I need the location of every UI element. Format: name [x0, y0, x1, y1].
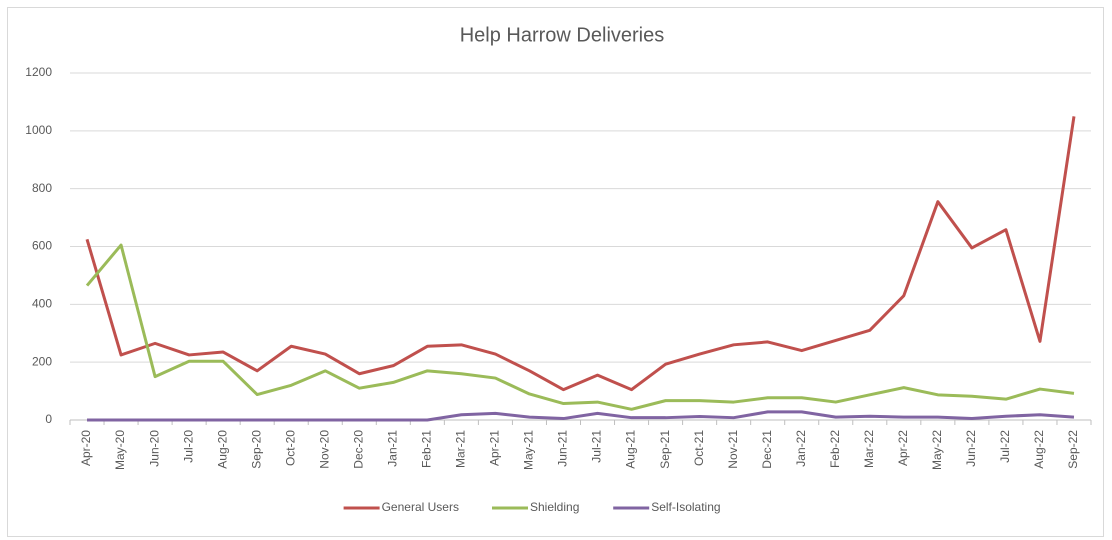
- x-tick-label: Aug-20: [215, 430, 229, 469]
- x-tick-label: Jul-20: [181, 430, 195, 463]
- x-tick-label: Jan-21: [385, 430, 399, 467]
- x-tick-label: Feb-21: [420, 430, 434, 468]
- legend-label: Shielding: [530, 500, 579, 514]
- x-tick-label: Dec-21: [760, 430, 774, 469]
- x-tick-label: Sep-21: [658, 430, 672, 469]
- x-tick-label: May-20: [113, 430, 127, 470]
- x-tick-label: Sep-22: [1066, 430, 1080, 469]
- x-tick-label: Aug-22: [1032, 430, 1046, 469]
- y-tick-label: 1000: [25, 123, 52, 137]
- x-tick-label: Nov-21: [726, 430, 740, 469]
- x-tick-label: Jun-20: [147, 430, 161, 467]
- y-tick-label: 1200: [25, 65, 52, 79]
- chart-border: [7, 7, 1104, 537]
- x-tick-label: Feb-22: [828, 430, 842, 468]
- x-tick-label: Jan-22: [794, 430, 808, 467]
- x-tick-label: Jun-22: [964, 430, 978, 467]
- x-tick-label: Dec-20: [351, 430, 365, 469]
- y-tick-label: 800: [32, 181, 52, 195]
- x-tick-label: Apr-21: [488, 430, 502, 466]
- x-tick-label: May-21: [522, 430, 536, 470]
- series-line: [85, 243, 1075, 411]
- x-tick-label: Oct-20: [283, 430, 297, 466]
- x-tick-label: Mar-22: [862, 430, 876, 468]
- legend-label: General Users: [382, 500, 459, 514]
- chart-title: Help Harrow Deliveries: [460, 24, 665, 46]
- x-tick-label: Nov-20: [317, 430, 331, 469]
- series-line: [87, 410, 1075, 422]
- y-tick-label: 400: [32, 297, 52, 311]
- x-tick-label: Jun-21: [556, 430, 570, 467]
- x-tick-label: Oct-21: [692, 430, 706, 466]
- x-tick-label: May-22: [930, 430, 944, 470]
- y-tick-label: 0: [45, 412, 52, 426]
- x-tick-label: Mar-21: [454, 430, 468, 468]
- x-tick-label: Apr-22: [896, 430, 910, 466]
- legend-label: Self-Isolating: [651, 500, 720, 514]
- y-tick-label: 600: [32, 239, 52, 253]
- series-line: [85, 116, 1076, 392]
- x-tick-label: Aug-21: [624, 430, 638, 469]
- x-tick-label: Jul-21: [590, 430, 604, 463]
- x-tick-label: Apr-20: [79, 430, 93, 466]
- y-tick-label: 200: [32, 354, 52, 368]
- x-tick-label: Sep-20: [249, 430, 263, 469]
- x-tick-label: Jul-22: [998, 430, 1012, 463]
